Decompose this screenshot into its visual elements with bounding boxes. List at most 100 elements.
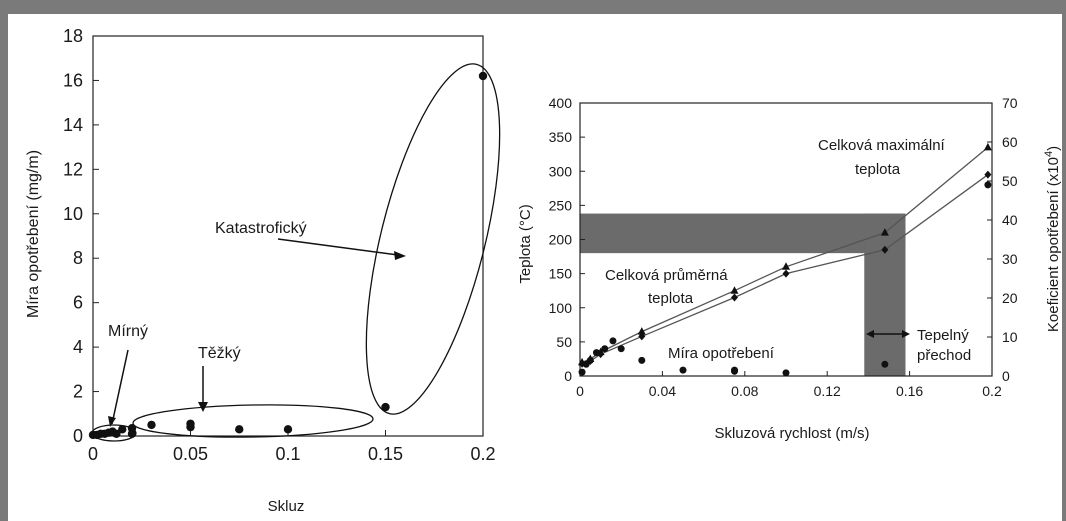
right-x-tick-label: 0: [576, 383, 584, 399]
thermal-transition-band: [864, 213, 906, 376]
left-x-axis-label: Skluz: [268, 498, 305, 515]
left-y-tick-label: 2: [73, 382, 83, 402]
right-y-tick-label: 300: [549, 163, 573, 179]
wear-rate-point: [617, 345, 625, 353]
right-y2-tick-label: 60: [1002, 134, 1018, 150]
right-y2-tick-label: 40: [1002, 212, 1018, 228]
left-y-tick-label: 14: [63, 115, 83, 135]
mild-arrow: [111, 349, 129, 425]
avg-temp-point: [731, 293, 738, 302]
right-y-tick-label: 150: [549, 266, 573, 282]
max-temp-label-2: teplota: [855, 161, 901, 178]
right-y-tick-label: 350: [549, 129, 573, 145]
wear-rate-point: [881, 360, 889, 368]
wear-rate-point: [679, 366, 687, 374]
right-y2-axis-label-exp: 4: [1043, 151, 1055, 157]
frame-border-right: [1062, 0, 1066, 521]
right-y2-tick-label: 10: [1002, 329, 1018, 345]
right-y2-tick-label: 30: [1002, 251, 1018, 267]
avg-temp-point: [638, 332, 646, 341]
right-y2-axis-label-end: ): [1045, 146, 1062, 151]
wear-data-point: [127, 429, 137, 438]
right-y-axis-label: Teplota (°C): [517, 204, 534, 283]
wear-data-point: [147, 420, 156, 430]
wear-rate-point: [638, 356, 646, 364]
right-y2-axis-label: Koeficient opotřebení (x104): [1043, 146, 1062, 332]
right-y2-tick-label: 20: [1002, 290, 1018, 306]
wear-data-point: [381, 402, 390, 412]
right-y2-tick-label: 70: [1002, 95, 1018, 111]
thermal-transition-arrowhead-right: [902, 330, 910, 338]
left-y-tick-label: 8: [73, 248, 83, 268]
right-y-tick-label: 200: [549, 232, 573, 248]
max-temp-point: [880, 228, 889, 236]
right-y2-tick-label: 50: [1002, 173, 1018, 189]
avg-temp-point: [984, 170, 992, 179]
right-y-tick-label: 100: [549, 300, 573, 316]
left-y-tick-label: 12: [63, 159, 83, 179]
avg-temp-point: [881, 245, 889, 254]
right-y2-axis-label-main: Koeficient opotřebení (x10: [1045, 157, 1062, 332]
wear-data-point: [118, 425, 127, 434]
thermal-transition-label-2: přechod: [917, 347, 971, 364]
catastrophic-label: Katastrofický: [215, 220, 307, 237]
wear-vs-slip-chart: 0 2 4 6 8 10 12 14 16 18 0 0.05 0.1 0.15 0.2 Míra opo…: [25, 26, 501, 515]
wear-rate-point: [731, 367, 738, 375]
right-x-tick-label: 0.04: [649, 383, 676, 399]
thermal-transition-arrowhead-left: [866, 330, 874, 338]
severe-arrowhead: [198, 402, 208, 412]
right-x-tick-label: 0.08: [731, 383, 758, 399]
wear-rate-point: [984, 181, 992, 189]
wear-rate-point: [609, 337, 617, 345]
left-x-tick-label: 0.05: [173, 444, 208, 464]
catastrophic-arrowhead: [394, 251, 406, 260]
left-x-tick-label: 0.15: [368, 444, 403, 464]
wear-rate-point: [578, 368, 586, 376]
mild-arrowhead: [108, 416, 116, 427]
severe-region-ellipse: [132, 404, 374, 438]
left-y-tick-label: 0: [73, 426, 83, 446]
severe-label: Těžký: [198, 345, 241, 362]
frame-border-top: [0, 0, 1066, 14]
mild-label: Mírný: [108, 323, 148, 340]
right-y2-tick-label: 0: [1002, 368, 1010, 384]
temperature-band: [580, 213, 906, 254]
avg-temp-label-1: Celková průměrná: [605, 267, 728, 284]
left-y-tick-label: 6: [73, 293, 83, 313]
max-temp-point: [730, 286, 739, 294]
right-y-tick-label: 250: [549, 197, 573, 213]
right-y-tick-label: 50: [556, 334, 572, 350]
left-x-tick-label: 0: [88, 444, 98, 464]
right-x-axis-label: Skluzová rychlost (m/s): [714, 425, 869, 442]
left-y-tick-label: 18: [63, 26, 83, 46]
left-y-tick-label: 4: [73, 337, 83, 357]
thermal-transition-label-1: Tepelný: [917, 327, 969, 344]
left-x-tick-label: 0.2: [470, 444, 495, 464]
wear-data-point: [235, 425, 244, 434]
catastrophic-arrow: [277, 238, 399, 256]
catastrophic-region-ellipse: [365, 63, 501, 415]
frame-border-left: [0, 0, 8, 521]
wear-rate-point: [592, 349, 600, 357]
wear-rate-point: [601, 345, 609, 353]
right-x-tick-label: 0.12: [814, 383, 841, 399]
right-x-tick-label: 0.2: [982, 383, 1002, 399]
avg-temp-point: [782, 269, 790, 278]
left-y-axis-label: Míra opotřebení (mg/m): [25, 150, 42, 318]
wear-data-point: [478, 71, 488, 81]
wear-data-point: [186, 422, 195, 432]
max-temp-label-1: Celková maximální: [818, 137, 946, 154]
max-temp-point: [983, 142, 992, 151]
left-y-tick-label: 16: [63, 70, 83, 90]
max-temp-point: [782, 262, 790, 270]
right-y-tick-label: 400: [549, 95, 573, 111]
wear-rate-label: Míra opotřebení: [668, 345, 775, 362]
avg-temp-label-2: teplota: [648, 290, 694, 307]
right-y-tick-label: 0: [564, 368, 572, 384]
wear-rate-point: [586, 356, 594, 364]
avg-temp-point: [597, 350, 605, 359]
max-temp-point: [637, 327, 646, 335]
left-x-tick-label: 0.1: [275, 444, 300, 464]
